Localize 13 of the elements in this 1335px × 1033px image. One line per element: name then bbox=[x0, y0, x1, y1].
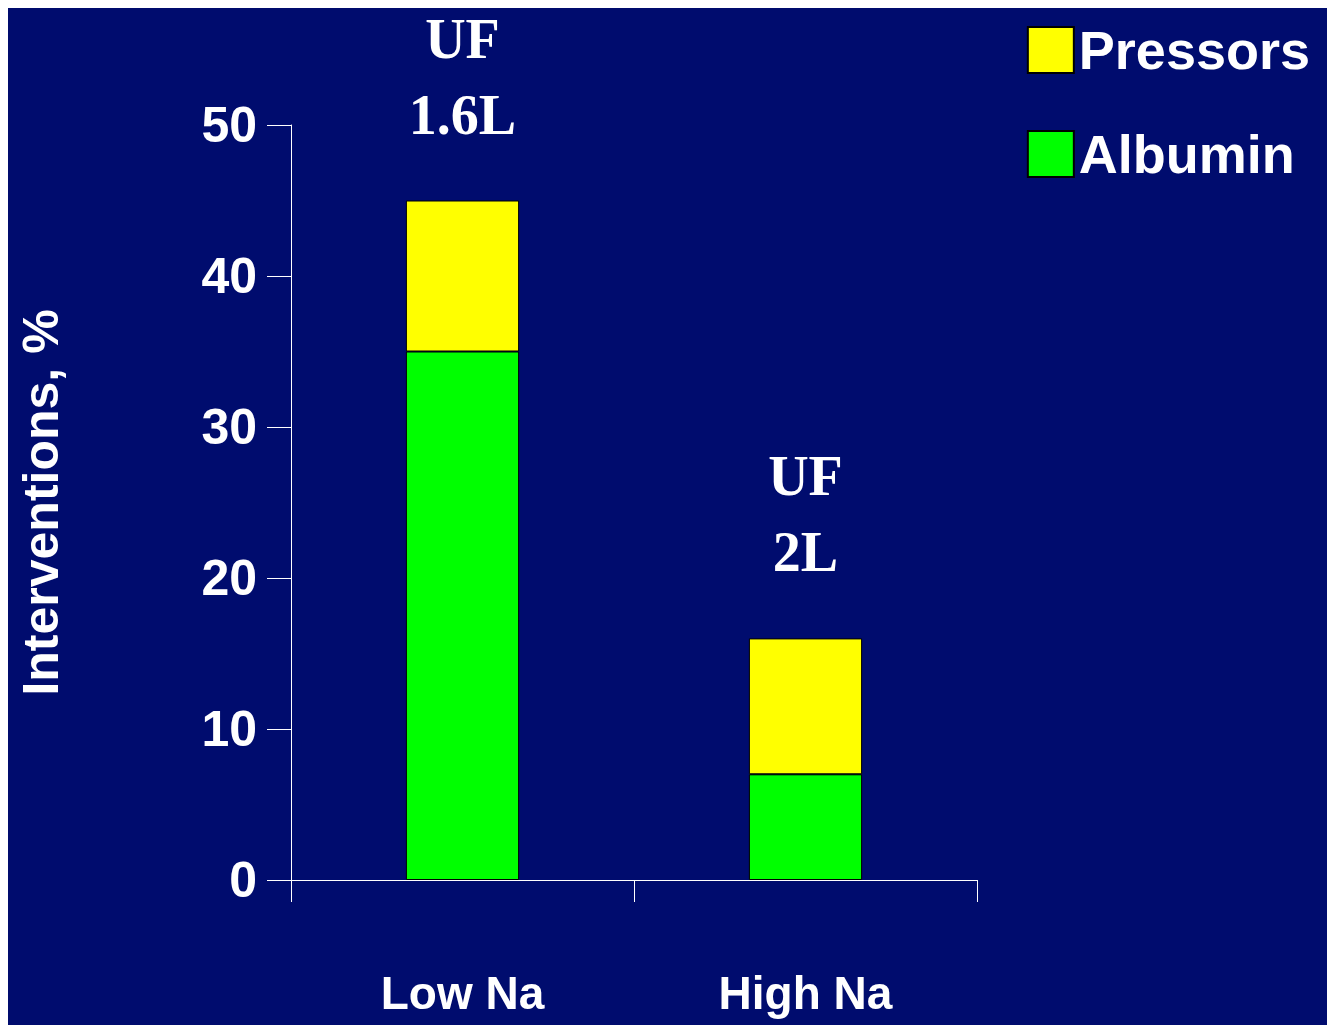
y-tick-label: 50 bbox=[201, 97, 257, 153]
y-tick-label: 20 bbox=[201, 550, 257, 606]
y-tick-label: 10 bbox=[201, 701, 257, 757]
legend-label: Pressors bbox=[1078, 20, 1311, 80]
annotation: UF 1.6L bbox=[408, 7, 517, 146]
y-tick-label: 0 bbox=[229, 852, 257, 908]
y-tick-label: 40 bbox=[201, 248, 257, 304]
annotation: UF 2L bbox=[768, 445, 843, 584]
legend-label: Albumin bbox=[1078, 124, 1295, 184]
x-tick-label: Low Na bbox=[380, 967, 545, 1019]
y-axis-title: Interventions, % bbox=[13, 309, 69, 696]
y-tick-label: 30 bbox=[201, 399, 257, 455]
x-tick-label: High Na bbox=[718, 967, 893, 1019]
